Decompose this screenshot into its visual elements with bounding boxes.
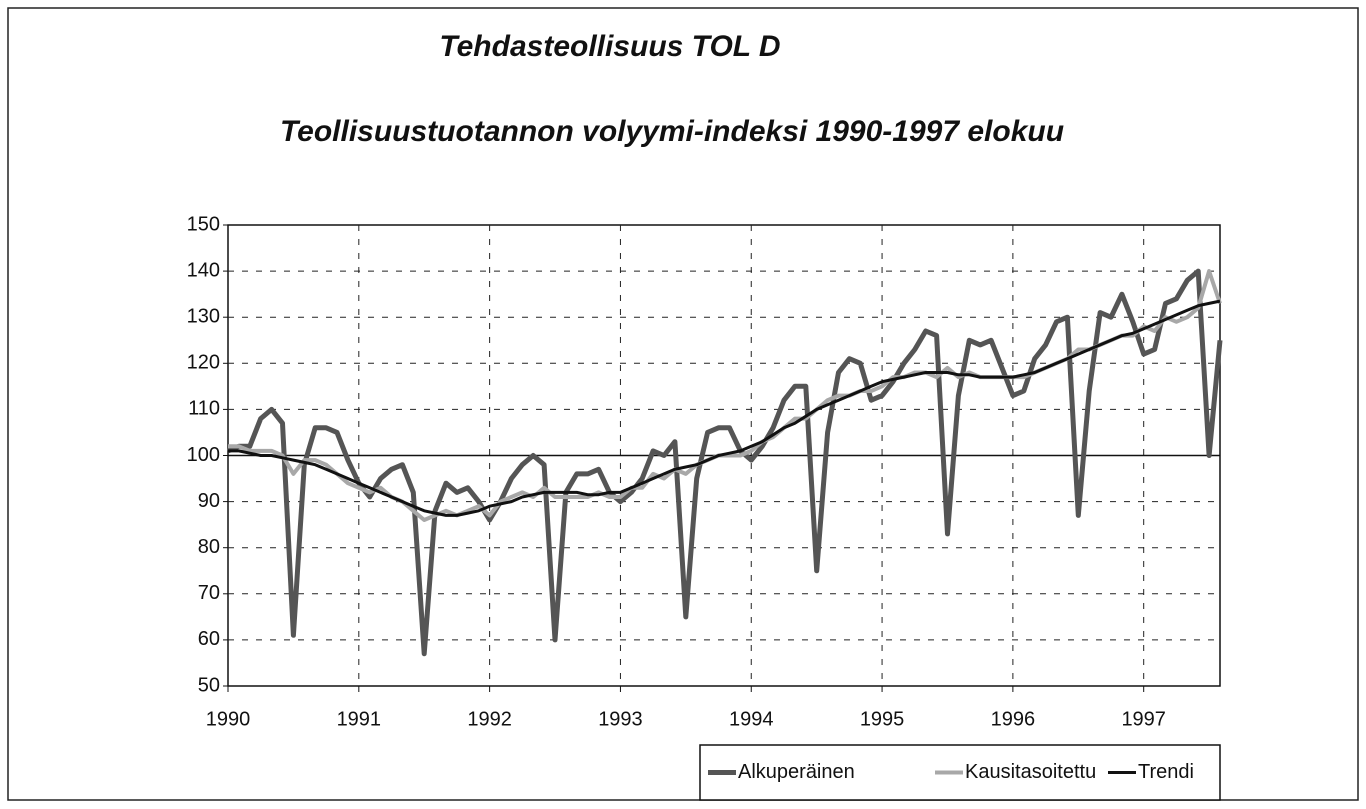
legend-label: Trendi xyxy=(1138,761,1194,783)
x-tick-label: 1990 xyxy=(206,708,251,730)
x-tick-label: 1997 xyxy=(1121,708,1166,730)
chart-subtitle: Teollisuustuotannon volyymi-indeksi 1990… xyxy=(280,115,1064,148)
chart-frame xyxy=(7,7,1359,801)
x-tick-label: 1996 xyxy=(991,708,1036,730)
y-tick-label: 60 xyxy=(198,628,220,650)
y-tick-label: 150 xyxy=(187,213,220,235)
y-tick-label: 70 xyxy=(198,582,220,604)
x-tick-label: 1995 xyxy=(860,708,905,730)
y-tick-label: 100 xyxy=(187,444,220,466)
y-tick-label: 120 xyxy=(187,352,220,374)
x-tick-label: 1992 xyxy=(467,708,512,730)
y-tick-label: 80 xyxy=(198,536,220,558)
legend-label: Alkuperäinen xyxy=(738,761,855,783)
y-tick-label: 130 xyxy=(187,305,220,327)
legend-label: Kausitasoitettu xyxy=(965,761,1096,783)
y-tick-label: 140 xyxy=(187,259,220,281)
y-tick-label: 90 xyxy=(198,490,220,512)
series-line xyxy=(227,268,1223,657)
x-tick-label: 1994 xyxy=(729,708,774,730)
x-tick-label: 1993 xyxy=(598,708,643,730)
x-tick-label: 1991 xyxy=(337,708,382,730)
chart-title: Tehdasteollisuus TOL D xyxy=(439,30,780,63)
y-tick-label: 110 xyxy=(188,398,220,420)
series-line xyxy=(228,299,1221,517)
y-tick-label: 50 xyxy=(198,674,220,696)
